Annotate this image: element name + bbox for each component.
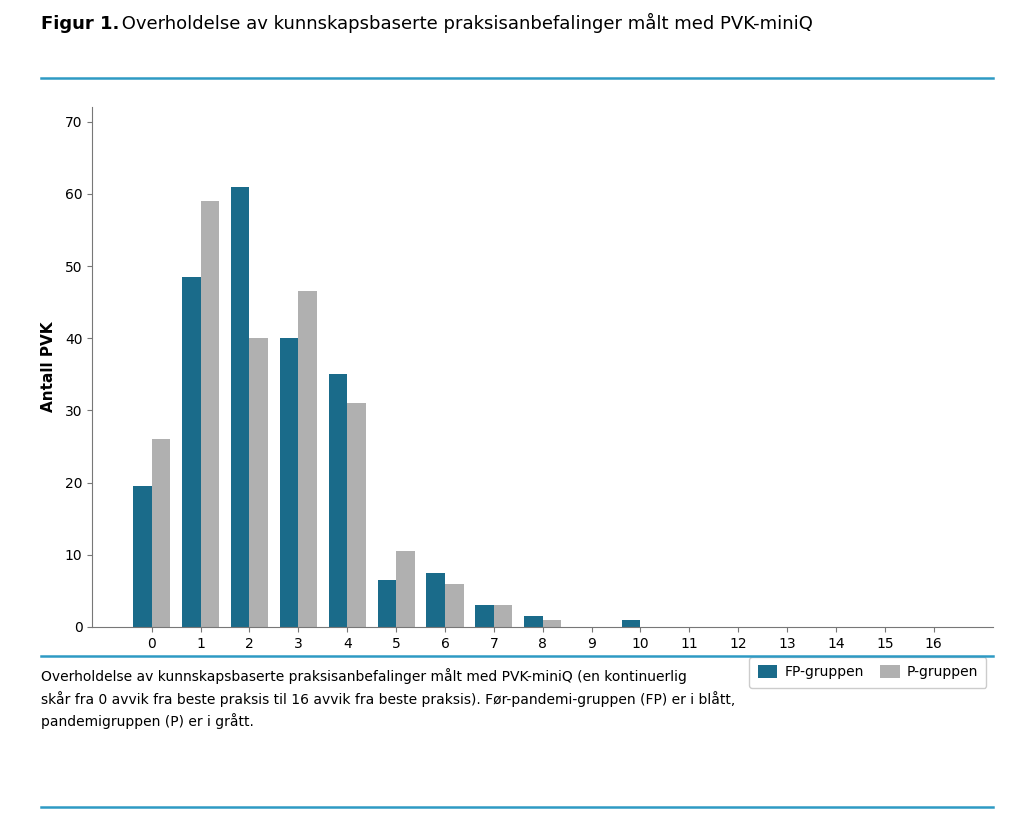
Bar [329,375,347,627]
Bar [378,580,396,627]
Y-axis label: Antall PVK: Antall PVK [42,322,56,412]
Legend: FP-gruppen, P-gruppen: FP-gruppen, P-gruppen [750,657,986,687]
Bar [475,606,494,627]
Text: Overholdelse av kunnskapsbaserte praksisanbefalinger målt med PVK-miniQ: Overholdelse av kunnskapsbaserte praksis… [116,13,813,33]
Bar [622,620,640,627]
Bar [133,486,152,627]
Bar [543,620,561,627]
Bar [182,277,201,627]
Bar [152,439,170,627]
Bar [298,291,316,627]
Text: Overholdelse av kunnskapsbaserte praksisanbefalinger målt med PVK-miniQ (en kont: Overholdelse av kunnskapsbaserte praksis… [41,668,735,729]
Bar [426,573,445,627]
Bar [445,584,464,627]
Bar [347,403,366,627]
Bar [280,338,298,627]
Bar [250,338,268,627]
Text: Figur 1.: Figur 1. [41,15,120,33]
Bar [230,186,250,627]
Bar [396,551,415,627]
Bar [201,201,219,627]
Bar [494,606,512,627]
Bar [524,616,543,627]
